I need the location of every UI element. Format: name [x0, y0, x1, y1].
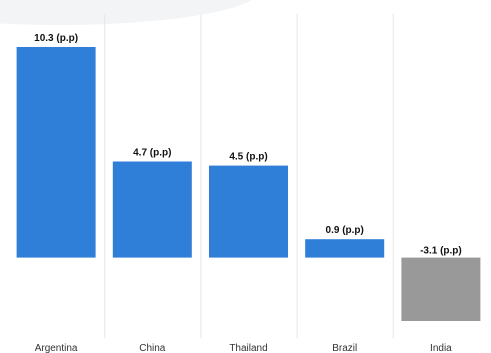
data-label: -3.1 (p.p) — [420, 246, 462, 257]
category-label: Thailand — [229, 343, 267, 353]
bar-argentina — [16, 47, 96, 258]
bar-brazil — [305, 239, 385, 258]
data-label: 4.7 (p.p) — [133, 148, 171, 159]
data-labels: 10.3 (p.p) 4.7 (p.p) 4.5 (p.p) 0.9 (p.p) -3.… — [34, 33, 462, 257]
bars — [16, 47, 481, 321]
bar-india — [401, 257, 481, 321]
bar-thailand — [209, 165, 288, 258]
category-label: Argentina — [35, 343, 78, 353]
category-label: India — [430, 343, 452, 353]
category-labels: Argentina China Thailand Brazil India — [35, 343, 452, 353]
bar-china — [112, 161, 192, 258]
category-label: Brazil — [332, 343, 357, 353]
grid-lines — [104, 14, 394, 338]
data-label: 0.9 (p.p) — [326, 225, 364, 236]
category-label: China — [139, 343, 166, 353]
data-label: 4.5 (p.p) — [229, 152, 267, 163]
data-label: 10.3 (p.p) — [34, 33, 78, 44]
background-decoration — [0, 0, 252, 25]
